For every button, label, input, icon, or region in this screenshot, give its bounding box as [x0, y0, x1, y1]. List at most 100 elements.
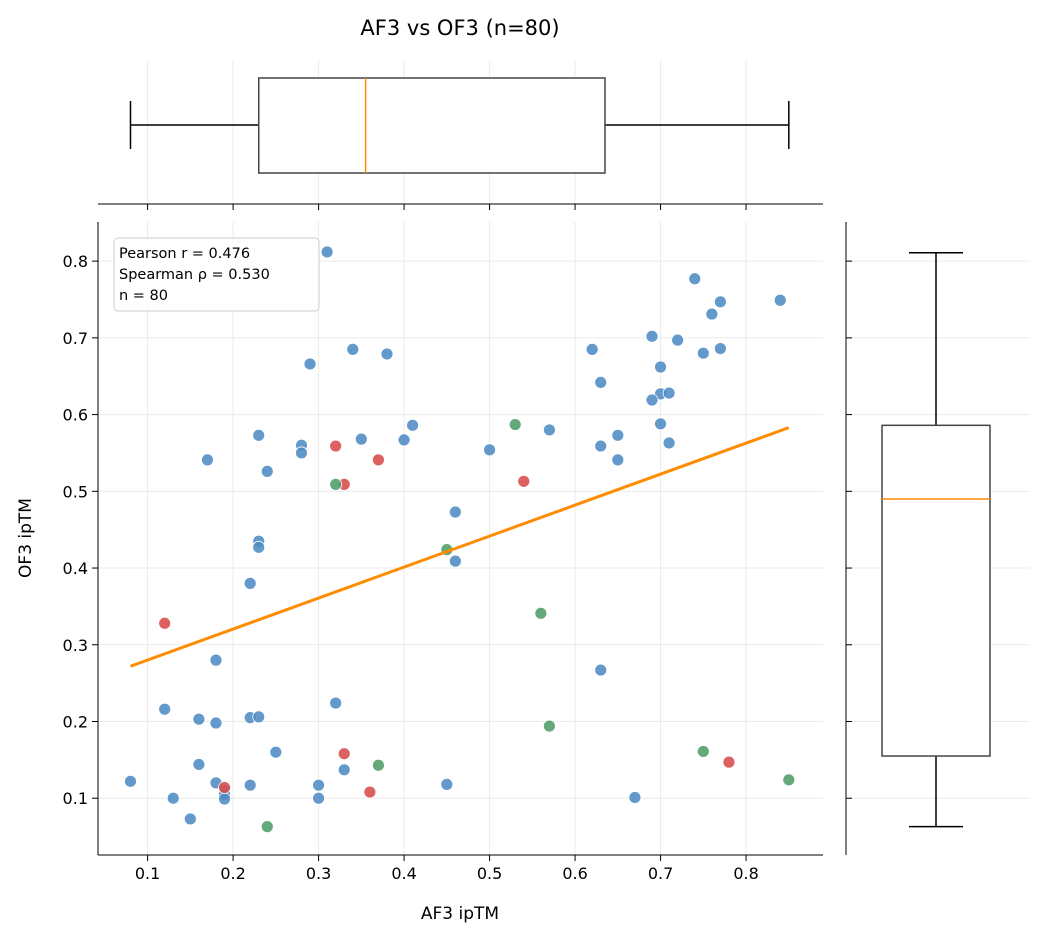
- data-point-blue: [594, 375, 608, 389]
- data-point-blue: [543, 423, 556, 437]
- data-point-blue: [320, 245, 334, 259]
- y-tick-label: 0.8: [63, 252, 88, 271]
- data-point-blue: [183, 812, 197, 826]
- data-point-green: [260, 820, 274, 834]
- data-point-blue: [337, 763, 351, 777]
- data-point-blue: [209, 653, 223, 667]
- data-point-blue: [252, 710, 266, 724]
- x-axis-label: AF3 ipTM: [421, 904, 499, 924]
- stat-n: n = 80: [119, 288, 168, 304]
- y-tick-label: 0.5: [63, 482, 88, 501]
- box-y: [881, 424, 991, 757]
- data-point-blue: [218, 792, 231, 806]
- scatter-points: [124, 245, 796, 834]
- data-point-green: [782, 773, 796, 787]
- x-tick-label: 0.7: [648, 864, 673, 883]
- data-point-blue: [594, 663, 608, 677]
- data-point-blue: [406, 418, 420, 432]
- x-tick-label: 0.5: [477, 864, 502, 883]
- stats-box: Pearson r = 0.476 Spearman ρ = 0.530 n =…: [113, 237, 320, 312]
- stat-spearman: Spearman ρ = 0.530: [119, 267, 270, 283]
- x-tick-label: 0.4: [391, 864, 416, 883]
- x-tick-label: 0.3: [306, 864, 331, 883]
- y-tick-label: 0.6: [63, 406, 88, 425]
- data-point-blue: [243, 778, 257, 792]
- data-point-blue: [158, 702, 172, 716]
- data-point-blue: [714, 342, 727, 356]
- data-point-blue: [243, 576, 257, 590]
- y-axis-label: OF3 ipTM: [16, 498, 36, 578]
- marginal-boxplots: [129, 77, 991, 828]
- y-tick-label: 0.3: [63, 636, 88, 655]
- data-point-blue: [654, 360, 667, 374]
- x-tick-label: 0.1: [135, 864, 160, 883]
- data-point-blue: [303, 357, 317, 371]
- data-point-blue: [269, 745, 283, 759]
- data-point-blue: [594, 439, 608, 453]
- data-point-blue: [192, 712, 206, 726]
- data-point-blue: [354, 432, 368, 446]
- data-point-blue: [252, 540, 266, 554]
- data-point-blue: [705, 307, 719, 321]
- data-point-blue: [611, 428, 625, 442]
- data-point-blue: [252, 428, 266, 442]
- data-point-blue: [645, 393, 659, 407]
- data-point-blue: [440, 778, 454, 791]
- data-point-blue: [312, 778, 325, 792]
- data-point-blue: [688, 272, 702, 286]
- data-point-blue: [448, 554, 462, 568]
- data-point-blue: [671, 333, 685, 347]
- data-point-blue: [166, 791, 180, 805]
- data-point-red: [722, 755, 736, 769]
- chart-title: AF3 vs OF3 (n=80): [360, 16, 559, 40]
- stat-pearson: Pearson r = 0.476: [119, 246, 250, 262]
- data-point-blue: [312, 791, 325, 805]
- data-point-red: [363, 785, 377, 799]
- data-point-red: [337, 747, 351, 761]
- data-point-blue: [295, 446, 308, 460]
- data-point-red: [158, 616, 172, 630]
- data-point-blue: [662, 436, 676, 450]
- data-point-red: [372, 453, 385, 467]
- data-point-blue: [611, 453, 625, 467]
- data-point-blue: [645, 329, 659, 343]
- y-tick-label: 0.1: [63, 789, 88, 808]
- data-point-blue: [714, 295, 727, 309]
- axes: 0.1 0.2 0.3 0.4 0.5 0.6 0.7 0.8 0.1 0.2 0.3 0.4 0.5 0…: [63, 203, 852, 883]
- fit-line: [129, 426, 790, 668]
- data-point-blue: [773, 293, 787, 307]
- data-point-blue: [654, 417, 667, 431]
- data-point-blue: [209, 716, 223, 730]
- data-point-blue: [260, 464, 274, 478]
- data-point-blue: [397, 433, 411, 447]
- data-point-blue: [483, 443, 496, 457]
- data-point-red: [329, 439, 343, 453]
- data-point-green: [696, 745, 710, 758]
- y-tick-label: 0.7: [63, 329, 88, 348]
- x-tick-label: 0.6: [562, 864, 587, 883]
- box-x: [257, 77, 606, 174]
- data-point-green: [534, 606, 548, 620]
- data-point-blue: [662, 386, 676, 400]
- data-point-blue: [380, 347, 394, 361]
- data-point-green: [508, 418, 522, 431]
- data-point-blue: [628, 791, 642, 804]
- data-point-blue: [448, 505, 462, 519]
- data-point-blue: [696, 346, 710, 360]
- data-point-red: [218, 781, 231, 794]
- x-tick-label: 0.8: [733, 864, 758, 883]
- data-point-red: [517, 474, 531, 488]
- regression-line: [129, 426, 790, 668]
- data-point-green: [329, 478, 343, 491]
- y-tick-label: 0.4: [63, 559, 88, 578]
- y-tick-label: 0.2: [63, 712, 88, 731]
- data-point-blue: [192, 758, 206, 771]
- data-point-blue: [346, 342, 360, 356]
- data-point-green: [372, 758, 385, 772]
- data-point-blue: [585, 342, 599, 356]
- x-tick-label: 0.2: [220, 864, 245, 883]
- data-point-green: [543, 719, 556, 733]
- data-point-blue: [329, 696, 343, 710]
- data-point-blue: [124, 774, 137, 788]
